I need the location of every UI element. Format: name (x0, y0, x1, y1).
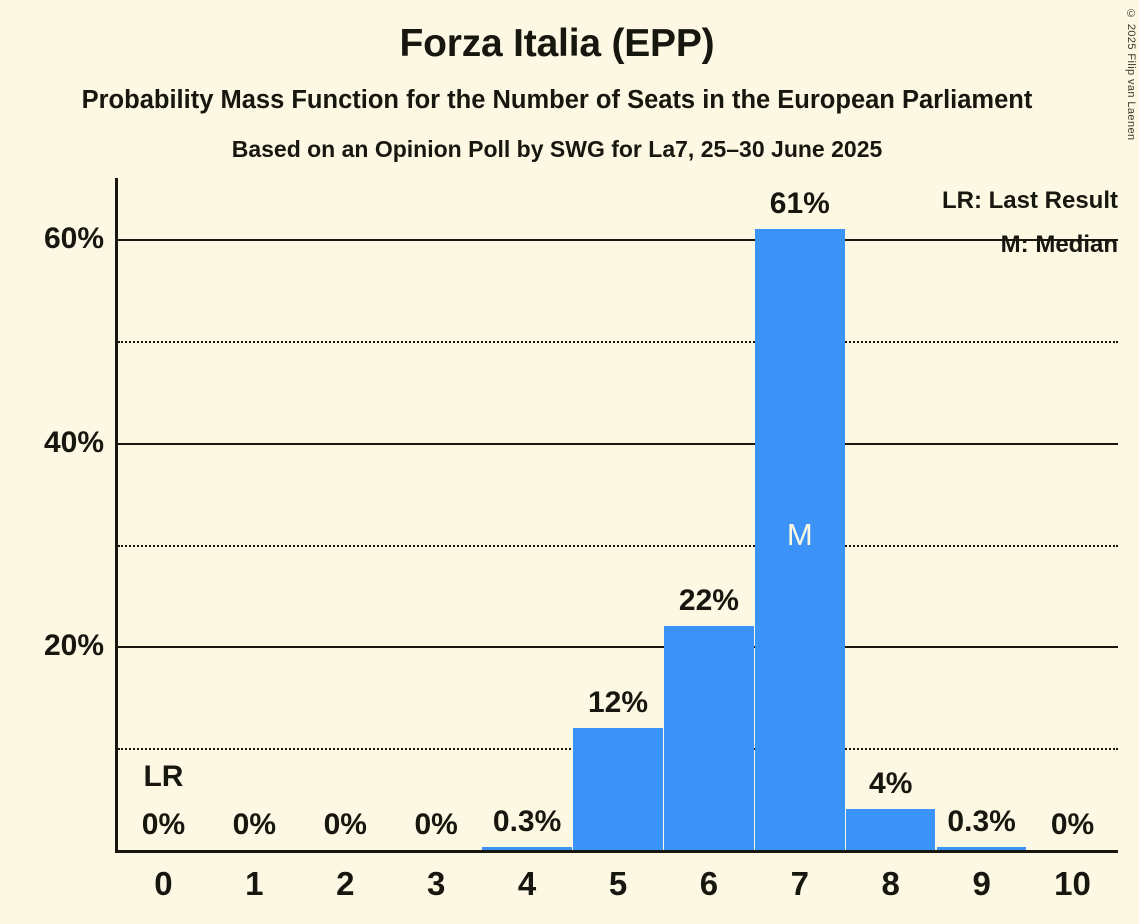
bar-7[interactable] (755, 228, 845, 850)
median-marker: M (786, 517, 813, 553)
bar-value-label-6: 22% (678, 584, 739, 617)
x-tick-label-2: 2 (336, 865, 355, 902)
y-tick-label-40: 40% (43, 425, 104, 459)
bar-value-label-10: 0% (1050, 808, 1095, 841)
bar-4[interactable] (482, 846, 572, 850)
bar-value-label-0: 0% (141, 808, 186, 841)
bar-value-label-3: 0% (414, 808, 458, 841)
bar-value-label-9: 0.3% (947, 804, 1016, 838)
y-tick-label-20: 20% (43, 629, 104, 663)
x-tick-label-3: 3 (426, 865, 446, 902)
bar-5[interactable] (573, 727, 663, 850)
x-tick-label-1: 1 (245, 865, 264, 902)
bar-value-label-4: 0.3% (492, 804, 562, 838)
chart-source-note: Based on an Opinion Poll by SWG for La7,… (231, 136, 883, 162)
x-tick-label-0: 0 (154, 865, 173, 902)
gridline-20 (118, 646, 1118, 649)
last-result-marker: LR (143, 760, 184, 793)
copyright-notice: © 2025 Filip van Laenen (1125, 8, 1137, 141)
gridline-30 (118, 544, 1118, 547)
bar-8[interactable] (846, 809, 936, 850)
x-tick-label-8: 8 (881, 865, 900, 902)
x-tick-label-5: 5 (608, 865, 628, 902)
plot-area: 0% LR 0% 0% 0% 0.3% 12% 22% 61% M 4% 0.3% 0% (115, 178, 1118, 853)
bar-6[interactable] (664, 626, 754, 850)
gridline-60 (118, 239, 1118, 242)
page-title: Forza Italia (EPP) (399, 22, 715, 65)
x-tick-label-7: 7 (790, 865, 809, 902)
x-axis-line (115, 850, 1118, 853)
legend-last-result: LR: Last Result (941, 187, 1118, 214)
y-tick-label-60: 60% (43, 222, 104, 256)
x-tick-label-4: 4 (517, 865, 537, 902)
y-axis-line (115, 178, 118, 850)
bar-value-label-2: 0% (323, 808, 367, 841)
bar-value-label-1: 0% (232, 808, 277, 841)
gridline-40 (118, 442, 1118, 445)
gridline-50 (118, 340, 1118, 343)
bar-value-label-8: 4% (869, 767, 913, 801)
x-tick-label-9: 9 (972, 865, 991, 902)
x-tick-label-6: 6 (699, 865, 719, 902)
bar-value-label-5: 12% (587, 685, 649, 719)
bar-9[interactable] (936, 846, 1027, 850)
bar-value-label-7: 61% (769, 186, 830, 220)
legend-median: M: Median (1000, 231, 1118, 258)
chart-subtitle: Probability Mass Function for the Number… (81, 86, 1033, 114)
x-tick-label-10: 10 (1054, 865, 1091, 902)
